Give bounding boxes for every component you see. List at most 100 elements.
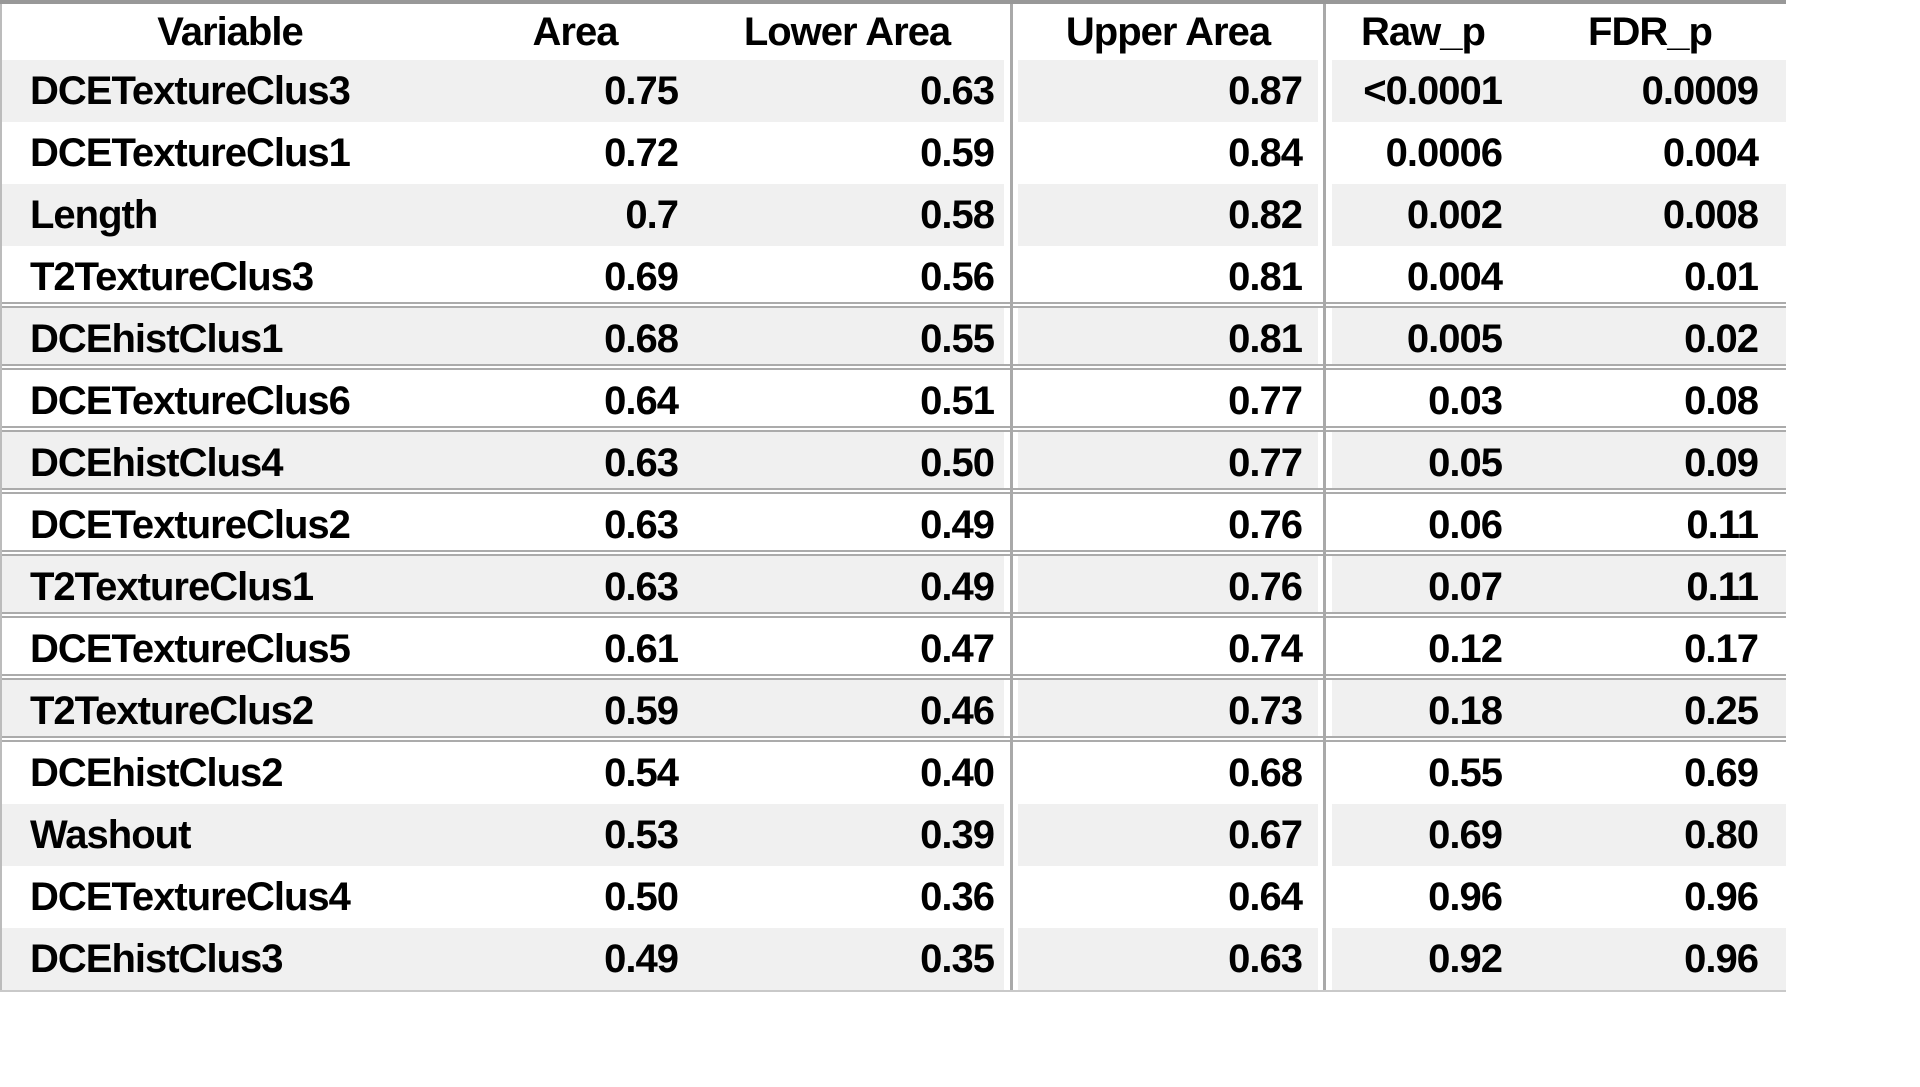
results-table: Variable Area Lower Area Upper Area Raw_… <box>0 0 1786 992</box>
cell-variable: DCETextureClus6 <box>30 379 351 423</box>
row-group-left: T2TextureClus1 0.63 0.49 <box>0 556 1004 618</box>
row-group-middle: 0.87 <box>1018 60 1318 122</box>
row-group-middle: 0.67 <box>1018 804 1318 866</box>
row-group-right: 0.005 0.02 <box>1332 308 1786 370</box>
row-group-right: 0.07 0.11 <box>1332 556 1786 618</box>
cell-area: 0.59 <box>604 689 679 733</box>
row-group-left: DCEhistClus2 0.54 0.40 <box>0 742 1004 804</box>
cell-area: 0.53 <box>604 813 679 857</box>
cell-raw-p: 0.69 <box>1428 813 1503 857</box>
cell-upper-area: 0.74 <box>1228 627 1303 671</box>
cell-fdr-p: 0.11 <box>1686 503 1759 547</box>
table-row: DCETextureClus5 0.61 0.47 0.74 0.12 0.17 <box>0 618 1786 680</box>
row-group-middle: 0.74 <box>1018 618 1318 680</box>
row-group-left: DCEhistClus1 0.68 0.55 <box>0 308 1004 370</box>
cell-area: 0.63 <box>604 503 679 547</box>
cell-lower-area: 0.47 <box>920 627 995 671</box>
cell-fdr-p: 0.11 <box>1686 565 1759 609</box>
cell-upper-area: 0.63 <box>1228 937 1303 981</box>
row-group-left: DCETextureClus4 0.50 0.36 <box>0 866 1004 928</box>
row-group-middle: 0.73 <box>1018 680 1318 742</box>
cell-raw-p: 0.004 <box>1406 255 1503 299</box>
row-group-left: DCETextureClus2 0.63 0.49 <box>0 494 1004 556</box>
cell-raw-p: 0.55 <box>1428 751 1503 795</box>
cell-area: 0.7 <box>625 193 679 237</box>
row-group-left: DCETextureClus3 0.75 0.63 <box>0 60 1004 122</box>
cell-fdr-p: 0.96 <box>1684 937 1759 981</box>
header-group-middle: Upper Area <box>1018 4 1318 60</box>
column-header-area: Area <box>532 10 619 54</box>
row-group-middle: 0.77 <box>1018 370 1318 432</box>
cell-raw-p: <0.0001 <box>1363 69 1503 113</box>
table-header-row: Variable Area Lower Area Upper Area Raw_… <box>0 4 1786 60</box>
cell-area: 0.64 <box>604 379 679 423</box>
header-group-right: Raw_p FDR_p <box>1332 4 1786 60</box>
table-row: DCETextureClus4 0.50 0.36 0.64 0.96 0.96 <box>0 866 1786 928</box>
table-row: DCETextureClus2 0.63 0.49 0.76 0.06 0.11 <box>0 494 1786 556</box>
row-group-middle: 0.76 <box>1018 494 1318 556</box>
cell-raw-p: 0.12 <box>1428 627 1503 671</box>
cell-raw-p: 0.03 <box>1428 379 1503 423</box>
column-separator-1 <box>1010 4 1013 990</box>
table-body: DCETextureClus3 0.75 0.63 0.87 <0.0001 0… <box>0 60 1786 990</box>
table-row: DCEhistClus3 0.49 0.35 0.63 0.92 0.96 <box>0 928 1786 990</box>
column-header-raw-p: Raw_p <box>1361 10 1486 54</box>
cell-lower-area: 0.55 <box>920 317 995 361</box>
cell-area: 0.75 <box>604 69 679 113</box>
cell-lower-area: 0.36 <box>920 875 995 919</box>
table-row: DCEhistClus1 0.68 0.55 0.81 0.005 0.02 <box>0 308 1786 370</box>
cell-area: 0.50 <box>604 875 679 919</box>
row-group-middle: 0.81 <box>1018 308 1318 370</box>
cell-variable: T2TextureClus3 <box>30 255 314 299</box>
cell-lower-area: 0.49 <box>920 503 995 547</box>
cell-variable: DCETextureClus4 <box>30 875 351 919</box>
cell-fdr-p: 0.96 <box>1684 875 1759 919</box>
cell-upper-area: 0.73 <box>1228 689 1303 733</box>
cell-lower-area: 0.49 <box>920 565 995 609</box>
cell-lower-area: 0.50 <box>920 441 995 485</box>
cell-area: 0.72 <box>604 131 679 175</box>
cell-variable: Length <box>30 193 158 237</box>
cell-lower-area: 0.58 <box>920 193 995 237</box>
row-group-middle: 0.68 <box>1018 742 1318 804</box>
cell-lower-area: 0.63 <box>920 69 995 113</box>
cell-fdr-p: 0.08 <box>1684 379 1759 423</box>
row-group-left: DCETextureClus6 0.64 0.51 <box>0 370 1004 432</box>
cell-variable: DCEhistClus4 <box>30 441 284 485</box>
cell-fdr-p: 0.02 <box>1684 317 1759 361</box>
cell-upper-area: 0.81 <box>1228 317 1303 361</box>
cell-upper-area: 0.77 <box>1228 441 1303 485</box>
cell-lower-area: 0.40 <box>920 751 995 795</box>
row-group-left: DCEhistClus3 0.49 0.35 <box>0 928 1004 990</box>
table-row: T2TextureClus3 0.69 0.56 0.81 0.004 0.01 <box>0 246 1786 308</box>
cell-fdr-p: 0.69 <box>1684 751 1759 795</box>
row-group-right: 0.92 0.96 <box>1332 928 1786 990</box>
table-row: DCETextureClus6 0.64 0.51 0.77 0.03 0.08 <box>0 370 1786 432</box>
cell-lower-area: 0.59 <box>920 131 995 175</box>
table-row: DCEhistClus2 0.54 0.40 0.68 0.55 0.69 <box>0 742 1786 804</box>
row-group-middle: 0.82 <box>1018 184 1318 246</box>
row-group-right: 0.004 0.01 <box>1332 246 1786 308</box>
cell-upper-area: 0.67 <box>1228 813 1303 857</box>
cell-raw-p: 0.05 <box>1428 441 1503 485</box>
cell-fdr-p: 0.0009 <box>1641 69 1759 113</box>
row-group-left: T2TextureClus2 0.59 0.46 <box>0 680 1004 742</box>
column-separator-2 <box>1323 4 1326 990</box>
table-row: T2TextureClus1 0.63 0.49 0.76 0.07 0.11 <box>0 556 1786 618</box>
cell-area: 0.63 <box>604 441 679 485</box>
cell-variable: DCETextureClus1 <box>30 131 351 175</box>
cell-fdr-p: 0.008 <box>1662 193 1759 237</box>
cell-lower-area: 0.35 <box>920 937 995 981</box>
table-row: DCEhistClus4 0.63 0.50 0.77 0.05 0.09 <box>0 432 1786 494</box>
row-group-left: DCEhistClus4 0.63 0.50 <box>0 432 1004 494</box>
row-group-right: 0.0006 0.004 <box>1332 122 1786 184</box>
cell-area: 0.54 <box>604 751 679 795</box>
cell-raw-p: 0.0006 <box>1385 131 1503 175</box>
cell-raw-p: 0.002 <box>1406 193 1503 237</box>
cell-raw-p: 0.005 <box>1406 317 1503 361</box>
cell-lower-area: 0.39 <box>920 813 995 857</box>
row-group-left: DCETextureClus5 0.61 0.47 <box>0 618 1004 680</box>
cell-lower-area: 0.51 <box>920 379 995 423</box>
cell-fdr-p: 0.01 <box>1684 255 1759 299</box>
row-group-middle: 0.84 <box>1018 122 1318 184</box>
